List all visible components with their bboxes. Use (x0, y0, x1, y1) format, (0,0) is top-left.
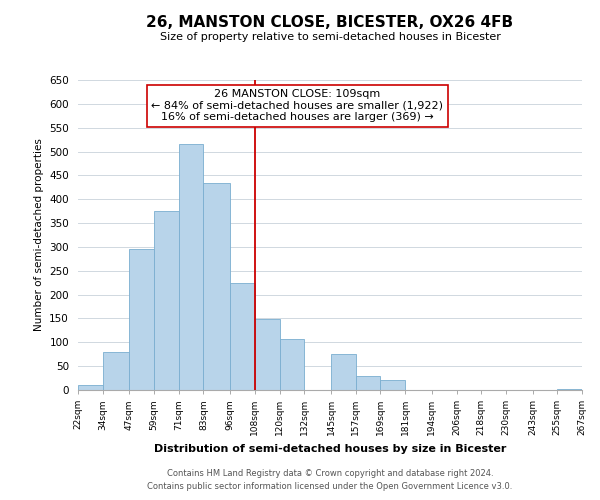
Bar (255, 320, 280, 390)
Text: 26, MANSTON CLOSE, BICESTER, OX26 4FB: 26, MANSTON CLOSE, BICESTER, OX26 4FB (146, 15, 514, 30)
Bar (103, 352, 130, 390)
Bar (78, 385, 103, 390)
Bar (130, 250, 154, 390)
Bar (331, 354, 356, 390)
Y-axis label: Number of semi-detached properties: Number of semi-detached properties (34, 138, 44, 332)
Bar (380, 380, 405, 390)
Text: Size of property relative to semi-detached houses in Bicester: Size of property relative to semi-detach… (160, 32, 500, 42)
Bar (356, 376, 380, 390)
Text: Contains HM Land Registry data © Crown copyright and database right 2024.: Contains HM Land Registry data © Crown c… (167, 468, 493, 477)
Text: 26 MANSTON CLOSE: 109sqm
← 84% of semi-detached houses are smaller (1,922)
16% o: 26 MANSTON CLOSE: 109sqm ← 84% of semi-d… (151, 90, 443, 122)
Bar (179, 144, 203, 390)
Bar (230, 282, 255, 390)
Text: Contains public sector information licensed under the Open Government Licence v3: Contains public sector information licen… (148, 482, 512, 491)
Bar (557, 388, 582, 390)
Bar (280, 339, 304, 390)
X-axis label: Distribution of semi-detached houses by size in Bicester: Distribution of semi-detached houses by … (154, 444, 506, 454)
Bar (154, 211, 179, 390)
Bar (203, 182, 230, 390)
